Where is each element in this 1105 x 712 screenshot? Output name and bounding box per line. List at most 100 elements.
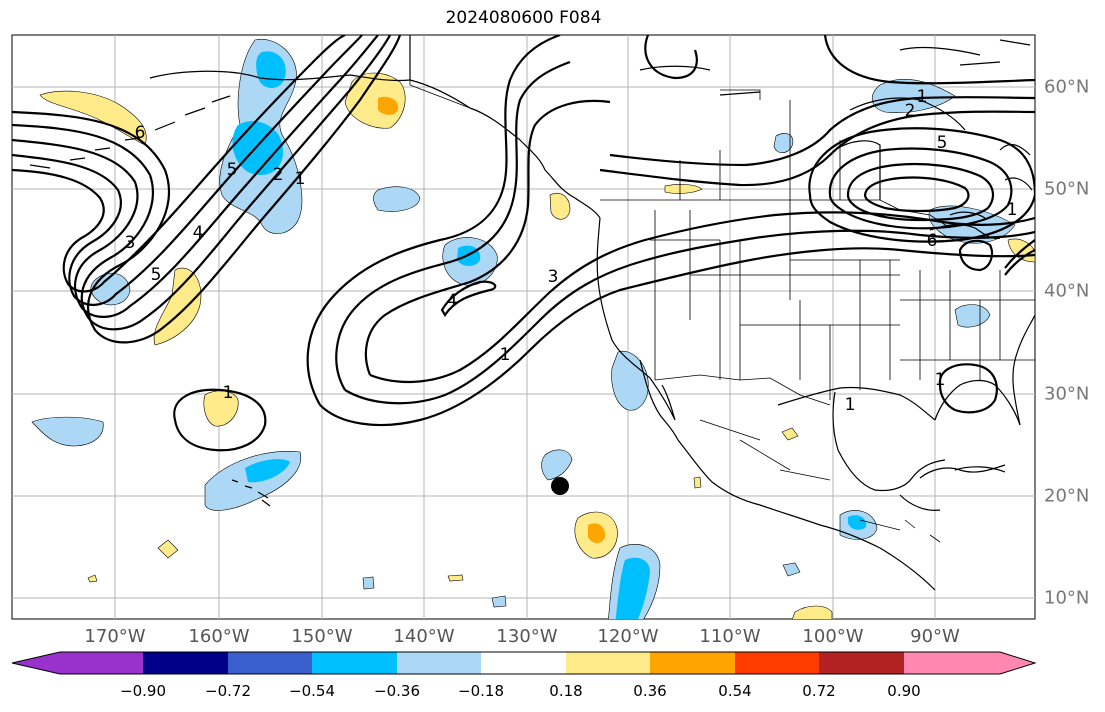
contour-label: 2: [273, 165, 284, 185]
lat-label: 40°N: [1044, 280, 1090, 302]
contour-west-3: [12, 35, 379, 318]
contour-label: 4: [447, 291, 458, 311]
contour-label: 1: [500, 345, 511, 365]
contour-30n: [173, 388, 267, 452]
hudson-bay: [849, 97, 966, 131]
lon-label: 90°W: [910, 626, 960, 647]
lat-label: 30°N: [1044, 383, 1090, 405]
colorbar-segment: [650, 652, 735, 674]
lon-label: 150°W: [291, 626, 353, 647]
contour-label: 5: [227, 160, 238, 180]
contour-label: 1: [917, 87, 928, 107]
shade-pos-alaska-core: [378, 96, 399, 115]
lon-label: 140°W: [393, 626, 455, 647]
florida: [934, 379, 1021, 426]
colorbar-tick: 0.36: [633, 682, 667, 700]
us-mexico-border: [654, 374, 831, 406]
colorbar-tick: 0.18: [549, 682, 583, 700]
contour-label: 3: [548, 267, 559, 287]
contour-east: [938, 363, 998, 414]
yucatan: [899, 464, 1006, 511]
colorbar-outline: [11, 651, 1037, 675]
shade-pos-small-a: [157, 539, 179, 559]
colorbar-tick: −0.36: [374, 682, 420, 700]
colorbar-tick: 0.54: [718, 682, 752, 700]
bc-coast: [544, 169, 601, 219]
colorbar-segment: [481, 652, 566, 674]
mexico-states: [699, 419, 901, 531]
shade-pos-gulf: [781, 427, 799, 441]
shade-neg-small-b: [491, 595, 507, 608]
contour-label: 2: [905, 101, 916, 121]
shade-neg-hawaii-core: [245, 459, 290, 483]
colorbar-segment: [566, 652, 650, 674]
alaska-south-coast: [409, 79, 546, 171]
lat-label: 20°N: [1044, 485, 1090, 507]
contour-ne-mid: [828, 147, 1013, 230]
contour-label: 6: [927, 231, 938, 251]
contour-band-2: [344, 229, 1035, 405]
colorbar-segment: [143, 652, 228, 674]
lon-label: 110°W: [699, 626, 761, 647]
shade-neg-east: [954, 304, 991, 328]
shade-neg-small-c: [782, 562, 801, 577]
contour-west-2: [12, 35, 391, 331]
colorbar-segment: [819, 652, 904, 674]
gridlines: [12, 35, 1035, 619]
contour-label: 1: [845, 395, 856, 415]
central-america-borders: [904, 519, 941, 543]
contour-mid-1: [306, 35, 561, 406]
storm-position-dot: [551, 477, 569, 495]
colorbar-tick: −0.54: [289, 682, 335, 700]
contour-top-1: [599, 110, 1035, 187]
colorbar-segment: [228, 652, 312, 674]
contour-label: 4: [193, 223, 204, 243]
lon-label: 100°W: [802, 626, 864, 647]
arctic-islands: [639, 39, 1031, 96]
lat-label: 10°N: [1044, 587, 1090, 609]
gulf-coast: [777, 386, 936, 421]
gulf-mexico-coast: [832, 391, 946, 492]
aleutians: [29, 95, 231, 169]
shade-neg-hudson: [872, 79, 956, 113]
contour-mid-2: [335, 60, 571, 391]
shade-neg-gulf: [373, 186, 421, 212]
colorbar-segment: [397, 652, 481, 674]
cuba: [954, 466, 1006, 473]
shade-pos-canada: [664, 184, 703, 194]
map-title: 2024080600 F084: [445, 8, 602, 28]
colorbar-segment: [904, 652, 1035, 674]
colorbar-tick: −0.18: [458, 682, 504, 700]
colorbar-segment: [12, 652, 143, 674]
shade-neg-far-west: [31, 416, 104, 447]
contour-label: 5: [937, 133, 948, 153]
contour-label: 1: [223, 383, 234, 403]
shade-neg-small-a: [362, 576, 375, 590]
shade-neg-central-am-core: [848, 515, 867, 530]
colorbar: [12, 652, 1035, 674]
shade-neg-center: [541, 449, 573, 481]
contour-mid-4: [440, 280, 497, 318]
coastlines: [29, 35, 1035, 591]
contour-label: 3: [125, 233, 136, 253]
shade-pos-nw: [549, 192, 571, 220]
contour-west-1: [12, 35, 402, 344]
hawaii-islands: [231, 479, 271, 507]
contour-band-1: [319, 247, 1035, 427]
contour-top-4: [644, 35, 698, 80]
shade-neg-baja: [611, 350, 649, 411]
contour-label: 1: [1007, 200, 1018, 220]
colorbar-segment: [735, 652, 819, 674]
shade-pos-center-core: [588, 523, 606, 543]
baja: [639, 359, 679, 441]
contour-label: 6: [135, 123, 146, 143]
contours: [12, 35, 1035, 452]
shade-neg-bc: [773, 133, 794, 154]
shade-pos-small-d: [792, 605, 833, 619]
contour-mid-3: [364, 99, 611, 376]
contour-right-edge: [1004, 239, 1035, 276]
contour-west-4: [12, 35, 363, 306]
shade-pos-small-b: [87, 574, 98, 583]
lat-label: 50°N: [1044, 178, 1090, 200]
